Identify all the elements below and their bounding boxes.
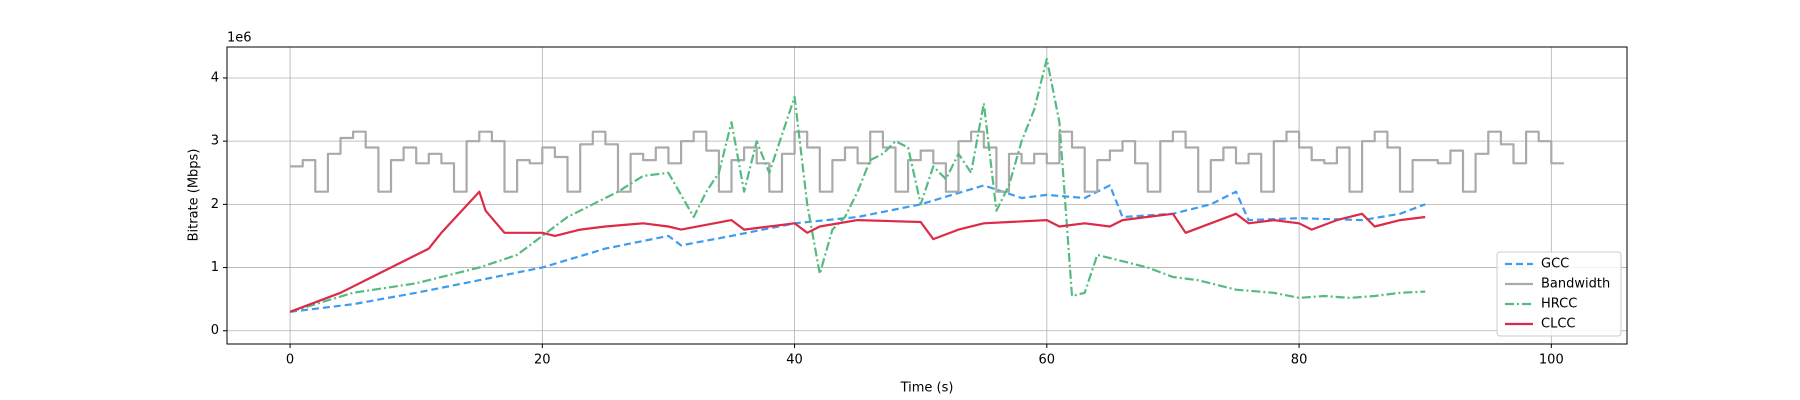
- x-tick-label: 60: [1039, 353, 1056, 368]
- x-tick-label: 20: [534, 353, 551, 368]
- x-tick-label: 100: [1539, 353, 1564, 368]
- x-tick-label: 0: [286, 353, 294, 368]
- plot-frame: [226, 46, 1628, 345]
- y-offset-label: 1e6: [227, 31, 252, 46]
- y-axis-label: Bitrate (Mbps): [187, 149, 202, 242]
- y-tick-label: 1: [211, 260, 219, 275]
- series-line: [289, 57, 1426, 313]
- legend-label: HRCC: [1541, 297, 1577, 312]
- legend-label: GCC: [1541, 257, 1569, 272]
- series-line: [289, 190, 1426, 313]
- legend: GCC Bandwidth HRCC CLCC: [1496, 251, 1622, 337]
- y-tick-label: 4: [211, 70, 219, 85]
- x-tick-label: 80: [1291, 353, 1308, 368]
- x-tick-label: 40: [786, 353, 803, 368]
- legend-label: CLCC: [1541, 317, 1575, 332]
- y-tick-label: 3: [211, 134, 219, 149]
- y-tick-label: 0: [211, 323, 219, 338]
- legend-box: [1496, 251, 1622, 337]
- y-tick-label: 2: [211, 197, 219, 212]
- x-axis-label: Time (s): [900, 381, 954, 396]
- series-line: [290, 130, 1564, 193]
- legend-label: Bandwidth: [1541, 277, 1610, 292]
